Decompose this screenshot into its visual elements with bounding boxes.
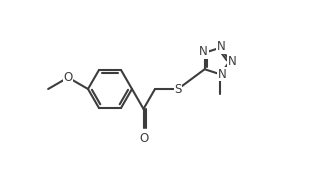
Text: N: N — [199, 45, 208, 58]
Text: N: N — [217, 40, 226, 53]
Text: O: O — [139, 132, 148, 146]
Text: N: N — [228, 54, 236, 67]
Text: S: S — [174, 83, 182, 96]
Text: N: N — [218, 68, 227, 81]
Text: O: O — [63, 71, 73, 84]
